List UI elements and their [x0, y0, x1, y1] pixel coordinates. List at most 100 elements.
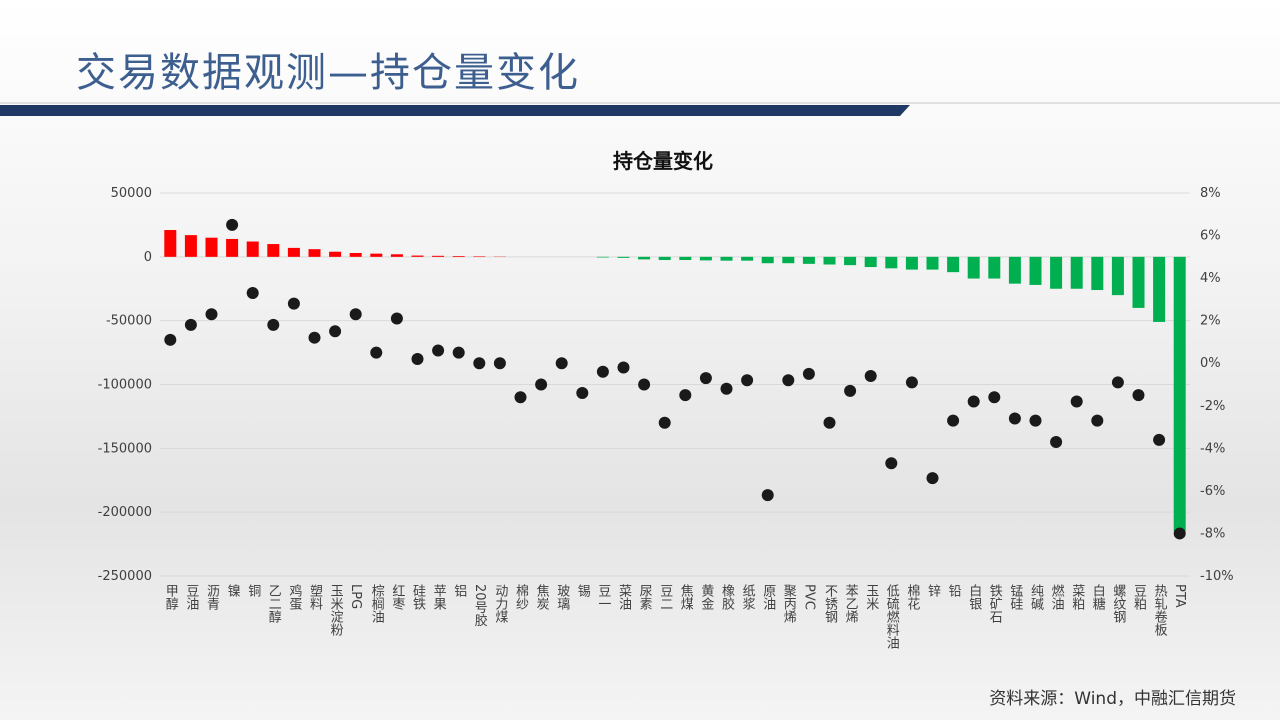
x-tick-label: 铝 — [451, 584, 467, 597]
bar — [329, 251, 342, 257]
dot — [184, 318, 197, 331]
x-tick-label: 纸浆 — [740, 584, 756, 610]
dot — [205, 308, 218, 321]
y2-tick-label: 2% — [1200, 314, 1221, 329]
bar — [1008, 256, 1021, 284]
dot — [679, 389, 692, 402]
x-tick-label: 棕榈油 — [369, 584, 385, 623]
dot — [699, 372, 712, 385]
y2-tick-label: -6% — [1200, 484, 1225, 499]
bar — [1111, 256, 1124, 296]
dot — [329, 325, 342, 338]
bar — [432, 255, 445, 257]
x-tick-label: 乙二醇 — [266, 584, 282, 623]
dot — [308, 331, 321, 344]
x-tick-label: 镍 — [225, 584, 241, 597]
bar — [782, 256, 795, 264]
bar — [164, 230, 177, 257]
bar — [885, 256, 898, 269]
y2-tick-label: -8% — [1200, 526, 1225, 541]
bar — [411, 255, 424, 257]
x-tick-label: 沥青 — [204, 584, 220, 610]
x-tick-label: 锰硅 — [1007, 584, 1023, 610]
dot — [947, 414, 960, 427]
x-tick-label: 菜油 — [616, 584, 632, 610]
dot — [1153, 433, 1166, 446]
dot — [596, 365, 609, 378]
dot — [741, 374, 754, 387]
x-tick-label: 锌 — [925, 584, 941, 597]
bar — [679, 256, 692, 261]
x-tick-label: 黄金 — [698, 584, 714, 610]
dot — [287, 297, 300, 310]
dot — [390, 312, 403, 325]
bar — [1153, 256, 1166, 322]
x-tick-label: 铜 — [245, 584, 261, 597]
x-tick-label: 尿素 — [637, 584, 653, 610]
x-tick-label: 鸡蛋 — [286, 583, 302, 611]
x-tick-label: 玻璃 — [554, 584, 570, 610]
dot — [452, 346, 465, 359]
dot — [905, 376, 918, 389]
bar — [638, 256, 651, 260]
dot — [885, 457, 898, 470]
x-tick-label: 纯碱 — [1028, 584, 1044, 610]
bar — [823, 256, 836, 265]
bar — [844, 256, 857, 266]
dot — [514, 391, 527, 404]
x-tick-label: 白银 — [966, 583, 982, 610]
x-tick-label: 豆一 — [595, 584, 611, 610]
bar — [349, 253, 362, 257]
dot — [864, 369, 877, 382]
bar — [267, 244, 280, 257]
x-tick-label: 菜粕 — [1069, 584, 1085, 610]
bar — [926, 256, 939, 270]
y-tick-label: 0 — [144, 250, 152, 265]
y-tick-label: 50000 — [111, 186, 152, 201]
y2-tick-label: -10% — [1200, 569, 1234, 584]
dot — [1070, 395, 1083, 408]
dot — [1008, 412, 1021, 425]
x-tick-label: PVC — [801, 584, 816, 610]
dot — [1091, 414, 1104, 427]
dot — [802, 367, 815, 380]
x-tick-label: 豆油 — [183, 584, 199, 610]
chart-title: 持仓量变化 — [613, 149, 713, 173]
dot — [576, 387, 589, 400]
dot — [988, 391, 1001, 404]
x-tick-label: 玉米 — [863, 584, 879, 610]
bar — [452, 256, 465, 257]
bar — [967, 256, 980, 279]
y2-tick-label: -2% — [1200, 399, 1225, 414]
x-tick-label: LPG — [348, 584, 363, 609]
bar — [205, 237, 218, 257]
dot — [246, 287, 259, 300]
bar — [988, 256, 1001, 279]
x-tick-label: 豆二 — [657, 584, 673, 610]
x-tick-label: 热轧卷板 — [1152, 584, 1168, 637]
dot — [617, 361, 630, 374]
bar — [246, 241, 259, 257]
bar — [802, 256, 815, 264]
dot — [535, 378, 548, 391]
x-tick-label: 橡胶 — [719, 584, 735, 611]
y-tick-label: -200000 — [98, 505, 152, 520]
dot — [720, 382, 733, 395]
bar — [287, 247, 300, 257]
bar — [390, 254, 403, 257]
dot — [432, 344, 445, 357]
bar — [226, 238, 239, 257]
bar — [905, 256, 918, 270]
dot — [1132, 389, 1145, 402]
bar — [1132, 256, 1145, 308]
dot — [926, 472, 939, 485]
dot — [1111, 376, 1124, 389]
dot — [164, 333, 177, 346]
bar — [1070, 256, 1083, 289]
bar — [617, 256, 630, 258]
x-tick-label: 硅铁 — [410, 584, 426, 610]
bar — [370, 253, 383, 257]
bar — [947, 256, 960, 273]
